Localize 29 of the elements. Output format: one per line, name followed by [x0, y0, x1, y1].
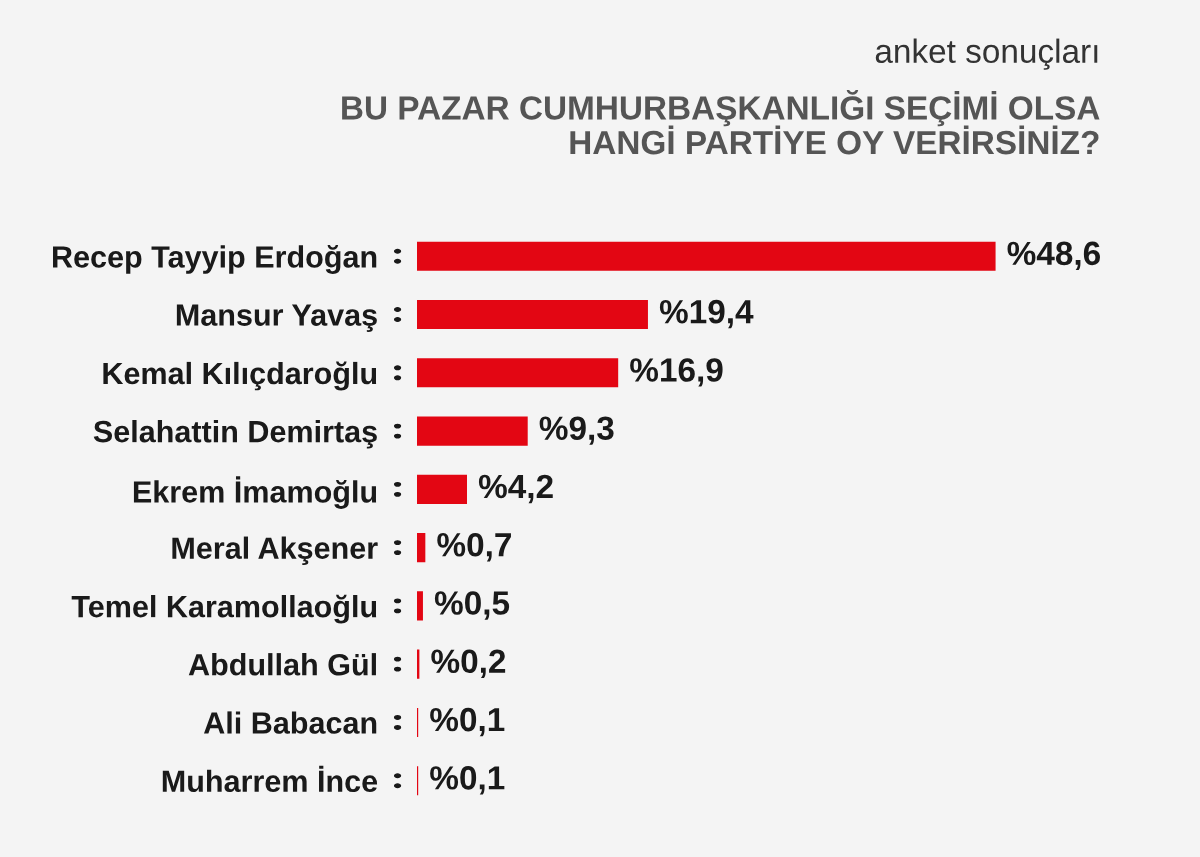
y-tick-label: Ali Babacan: [203, 711, 377, 734]
y-tick-label: Kemal Kılıçdaroğlu: [103, 361, 377, 391]
data-label: %0,5: [434, 591, 510, 620]
bar: [417, 358, 619, 388]
data-label: %16,9: [630, 358, 723, 387]
y-tick-label: Ekrem İmamoğlu: [133, 476, 377, 509]
data-label: %48,6: [1007, 241, 1100, 271]
y-tick-label: Mansur Yavaş: [176, 304, 377, 332]
chart-subtitle: anket sonuçları: [875, 38, 1098, 70]
data-label: %19,4: [659, 299, 754, 329]
data-label: %0,1: [430, 766, 505, 795]
y-tick-label: Meral Akşener: [172, 536, 378, 566]
y-tick-label: Recep Tayyip Erdoğan: [53, 245, 377, 274]
bar: [417, 241, 996, 271]
bar: [417, 533, 426, 563]
data-label: %4,2: [478, 474, 553, 504]
y-tick-label: Muharrem İnce: [162, 765, 378, 793]
chart-title: BU PAZAR CUMHURBAŞKANLIĞI SEÇİMİ OLSA HANGİ PARTİYE OY VERİRSİNİZ?: [342, 89, 1100, 155]
data-label: %0,1: [430, 707, 505, 737]
y-tick-label: Selahattin Demirtaş: [93, 420, 377, 449]
bar: [417, 299, 648, 330]
bar: [417, 416, 528, 446]
data-label: %0,2: [431, 649, 506, 678]
y-tick-label: Temel Karamollaoğlu: [71, 594, 377, 624]
bar: [417, 474, 467, 504]
y-tick-label: Abdullah Gül: [188, 653, 376, 676]
data-label: %0,7: [437, 532, 511, 562]
data-label: %9,3: [539, 416, 614, 445]
bar: [417, 591, 423, 621]
